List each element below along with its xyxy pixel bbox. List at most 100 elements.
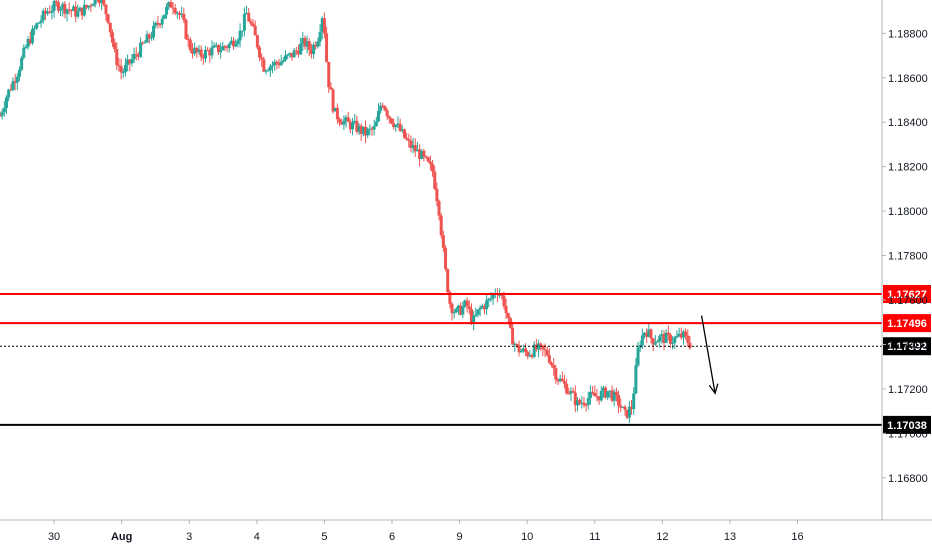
price-tick-label: 1.17200 bbox=[888, 384, 928, 396]
candle-body bbox=[469, 309, 473, 323]
candle-body bbox=[219, 50, 223, 53]
price-tick-label: 1.16800 bbox=[888, 473, 928, 485]
candle-body bbox=[206, 49, 210, 51]
candle-body bbox=[264, 70, 268, 72]
candle-body bbox=[368, 128, 372, 130]
candle-body bbox=[582, 402, 586, 405]
candle-body bbox=[314, 44, 318, 47]
candle-body bbox=[562, 381, 566, 384]
price-tick-label: 1.17000 bbox=[888, 428, 928, 440]
candle-body bbox=[643, 332, 647, 336]
price-tick-label: 1.17600 bbox=[888, 295, 928, 307]
candle-body bbox=[318, 31, 322, 42]
candle-body bbox=[677, 333, 681, 337]
candle-body bbox=[307, 41, 311, 51]
candle-body bbox=[554, 368, 558, 380]
candle-body bbox=[489, 298, 493, 300]
candle-body bbox=[9, 89, 13, 91]
time-tick-label: 13 bbox=[724, 531, 736, 543]
candle-body bbox=[52, 0, 56, 11]
candle-body bbox=[15, 76, 19, 83]
candle-body bbox=[184, 19, 188, 39]
candle-body bbox=[162, 14, 166, 19]
candle-body bbox=[4, 97, 8, 108]
candle-body bbox=[0, 112, 4, 116]
candle-body bbox=[283, 55, 287, 61]
candle-body bbox=[599, 390, 603, 401]
candle-body bbox=[413, 145, 417, 152]
candle-body bbox=[340, 122, 344, 125]
candle-body bbox=[320, 18, 324, 32]
candle-body bbox=[482, 305, 486, 310]
candle-body bbox=[545, 350, 549, 356]
candle-body bbox=[627, 406, 631, 418]
candle-body bbox=[636, 347, 640, 366]
candle-body bbox=[24, 46, 28, 48]
price-tick-label: 1.18400 bbox=[888, 117, 928, 129]
candle-body bbox=[405, 137, 409, 140]
candle-body bbox=[152, 25, 156, 38]
candle-body bbox=[175, 12, 179, 14]
candle-body bbox=[450, 303, 454, 314]
candle-body bbox=[93, 0, 97, 5]
candle-body bbox=[552, 364, 556, 369]
candle-body bbox=[279, 61, 283, 66]
candle-body bbox=[37, 22, 41, 24]
candle-body bbox=[147, 34, 151, 39]
candle-body bbox=[513, 343, 517, 345]
candle-body bbox=[671, 342, 675, 344]
candle-body bbox=[158, 24, 162, 26]
candle-body bbox=[541, 345, 545, 350]
candle-body bbox=[409, 140, 413, 148]
candle-body bbox=[394, 124, 398, 128]
time-tick-label: 6 bbox=[389, 531, 395, 543]
candle-body bbox=[666, 332, 670, 335]
candle-body bbox=[664, 332, 668, 343]
candle-body bbox=[558, 378, 562, 382]
candle-body bbox=[262, 59, 266, 72]
candle-body bbox=[329, 87, 333, 90]
candle-body bbox=[476, 309, 480, 315]
candle-body bbox=[119, 66, 123, 73]
candle-body bbox=[277, 63, 281, 66]
candle-body bbox=[506, 313, 510, 319]
candle-body bbox=[560, 378, 564, 382]
candle-body bbox=[573, 392, 577, 406]
candle-body bbox=[420, 150, 424, 159]
candle-body bbox=[180, 13, 184, 15]
candle-body bbox=[108, 22, 112, 33]
candle-body bbox=[249, 21, 253, 24]
candle-body bbox=[102, 0, 106, 5]
candle-body bbox=[396, 123, 400, 125]
candle-body bbox=[515, 343, 519, 346]
candle-body bbox=[623, 406, 627, 410]
candle-body bbox=[22, 47, 26, 58]
down-arrow-head-icon bbox=[708, 383, 719, 395]
candle-body bbox=[229, 40, 233, 44]
candle-body bbox=[647, 329, 651, 337]
candle-body bbox=[322, 18, 326, 34]
candle-body bbox=[17, 69, 21, 77]
candle-body bbox=[35, 23, 39, 29]
candle-body bbox=[686, 335, 690, 343]
candle-body bbox=[240, 30, 244, 32]
candle-body bbox=[366, 128, 370, 136]
candle-body bbox=[251, 23, 255, 26]
down-arrow-shaft[interactable] bbox=[700, 315, 716, 394]
candle-body bbox=[370, 128, 374, 130]
candle-body bbox=[619, 405, 623, 408]
candle-body bbox=[199, 49, 203, 57]
candle-body bbox=[519, 350, 523, 353]
candle-body bbox=[398, 123, 402, 131]
candle-body bbox=[106, 14, 110, 23]
candle-body bbox=[134, 53, 138, 55]
candle-body bbox=[593, 393, 597, 397]
candle-body bbox=[30, 29, 34, 44]
candle-body bbox=[327, 61, 331, 88]
candle-body bbox=[210, 47, 214, 56]
candle-body bbox=[610, 390, 614, 401]
candle-body bbox=[597, 396, 601, 401]
candle-body bbox=[292, 50, 296, 58]
candle-body bbox=[69, 10, 73, 12]
